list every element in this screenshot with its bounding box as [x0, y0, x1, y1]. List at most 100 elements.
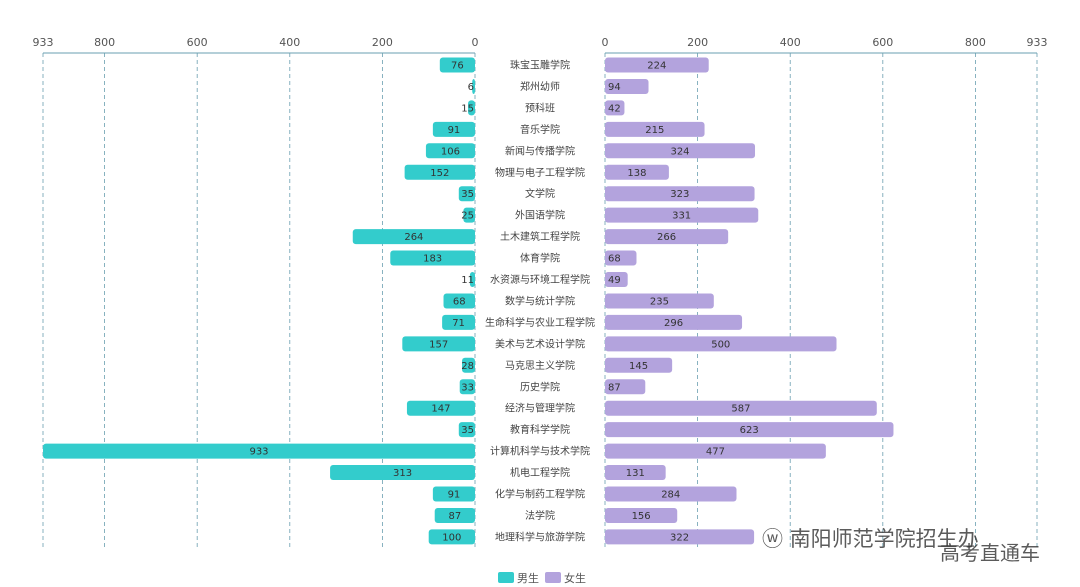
value-label-male: 264: [404, 232, 423, 243]
category-label: 经济与管理学院: [505, 402, 575, 415]
bar-male: [402, 336, 475, 352]
legend-swatch-left: [498, 572, 514, 583]
value-label-female: 284: [661, 490, 680, 501]
bar-female: [605, 164, 669, 180]
right-tick-label-400: 400: [780, 36, 801, 49]
bar-male: [425, 143, 475, 159]
bar-male: [432, 121, 475, 137]
value-label-female: 477: [706, 447, 725, 458]
value-label-male: 933: [249, 447, 268, 458]
bar-male: [390, 250, 475, 266]
value-label-male: 35: [461, 425, 474, 436]
value-label-female: 623: [740, 425, 759, 436]
category-label: 数学与统计学院: [505, 294, 575, 307]
bar-female: [605, 486, 737, 502]
bar-female: [605, 443, 826, 459]
category-label: 生命科学与农业工程学院: [485, 316, 595, 329]
value-label-female: 49: [608, 275, 621, 286]
legend-swatch-right: [545, 572, 561, 583]
value-label-female: 138: [627, 168, 646, 179]
category-label: 历史学院: [520, 380, 560, 393]
category-label: 法学院: [525, 509, 555, 522]
value-label-female: 131: [626, 468, 645, 479]
value-label-male: 6: [468, 82, 474, 93]
value-label-male: 183: [423, 254, 442, 265]
bar-female: [605, 314, 743, 330]
bar-female: [605, 336, 837, 352]
left-tick-label-800: 800: [94, 36, 115, 49]
value-label-female: 322: [670, 532, 689, 543]
bar-male: [462, 357, 475, 373]
value-label-male: 15: [461, 103, 474, 114]
value-label-female: 323: [670, 189, 689, 200]
value-label-male: 91: [448, 125, 461, 136]
value-label-female: 324: [670, 146, 689, 157]
category-label: 物理与电子工程学院: [495, 166, 585, 179]
value-label-male: 152: [430, 168, 449, 179]
legend-label-right: 女生: [564, 571, 586, 585]
right-tick-label-200: 200: [687, 36, 708, 49]
category-label: 新闻与传播学院: [505, 144, 575, 157]
category-label: 化学与制药工程学院: [495, 488, 585, 501]
left-tick-label-600: 600: [187, 36, 208, 49]
category-label: 郑州幼师: [520, 80, 560, 93]
value-label-female: 266: [657, 232, 676, 243]
value-label-male: 91: [448, 490, 461, 501]
left-tick-label-400: 400: [279, 36, 300, 49]
value-label-female: 296: [664, 318, 683, 329]
value-label-female: 156: [632, 511, 651, 522]
value-label-male: 11: [461, 275, 474, 286]
left-tick-label-0: 0: [472, 36, 479, 49]
category-label: 珠宝玉雕学院: [510, 59, 570, 72]
value-label-male: 87: [448, 511, 461, 522]
value-label-female: 224: [647, 61, 666, 72]
value-label-male: 157: [429, 339, 448, 350]
bar-male: [439, 57, 475, 73]
category-label: 土木建筑工程学院: [500, 230, 580, 243]
value-label-male: 76: [451, 61, 464, 72]
left-tick-label-200: 200: [372, 36, 393, 49]
bar-male: [352, 229, 475, 245]
bar-female: [605, 78, 649, 94]
value-label-male: 33: [461, 382, 474, 393]
bar-female: [605, 400, 877, 416]
value-label-male: 68: [453, 296, 466, 307]
left-tick-label-933: 933: [33, 36, 54, 49]
bar-male: [468, 100, 475, 116]
value-label-female: 235: [650, 296, 669, 307]
bar-male: [463, 207, 475, 223]
bar-female: [605, 207, 759, 223]
bar-male: [43, 443, 475, 459]
category-label: 外国语学院: [515, 209, 565, 222]
bar-male: [330, 465, 475, 481]
value-label-male: 106: [441, 146, 460, 157]
bar-male: [458, 186, 475, 202]
category-label: 机电工程学院: [510, 466, 570, 479]
bar-male: [442, 314, 475, 330]
bar-female: [605, 507, 678, 523]
category-label: 美术与艺术设计学院: [495, 337, 585, 350]
value-label-female: 331: [672, 211, 691, 222]
bar-female: [605, 57, 709, 73]
value-label-female: 587: [731, 404, 750, 415]
bar-female: [605, 100, 625, 116]
bar-male: [434, 507, 475, 523]
value-label-male: 28: [461, 361, 474, 372]
category-label: 预科班: [525, 101, 555, 114]
bar-female: [605, 379, 646, 395]
category-label: 体育学院: [520, 252, 560, 265]
bar-male: [459, 379, 475, 395]
category-label: 地理科学与旅游学院: [495, 530, 585, 543]
value-label-female: 94: [608, 82, 621, 93]
value-label-male: 100: [442, 532, 461, 543]
watermark-line1: ⓦ 南阳师范学院招生办: [762, 523, 979, 553]
value-label-male: 147: [431, 404, 450, 415]
bar-female: [605, 229, 729, 245]
bar-male: [469, 272, 475, 287]
right-tick-label-600: 600: [872, 36, 893, 49]
category-label: 音乐学院: [520, 123, 560, 136]
wechat-icon: ⓦ: [762, 527, 790, 551]
bar-female: [605, 293, 714, 309]
bar-male: [458, 422, 475, 438]
